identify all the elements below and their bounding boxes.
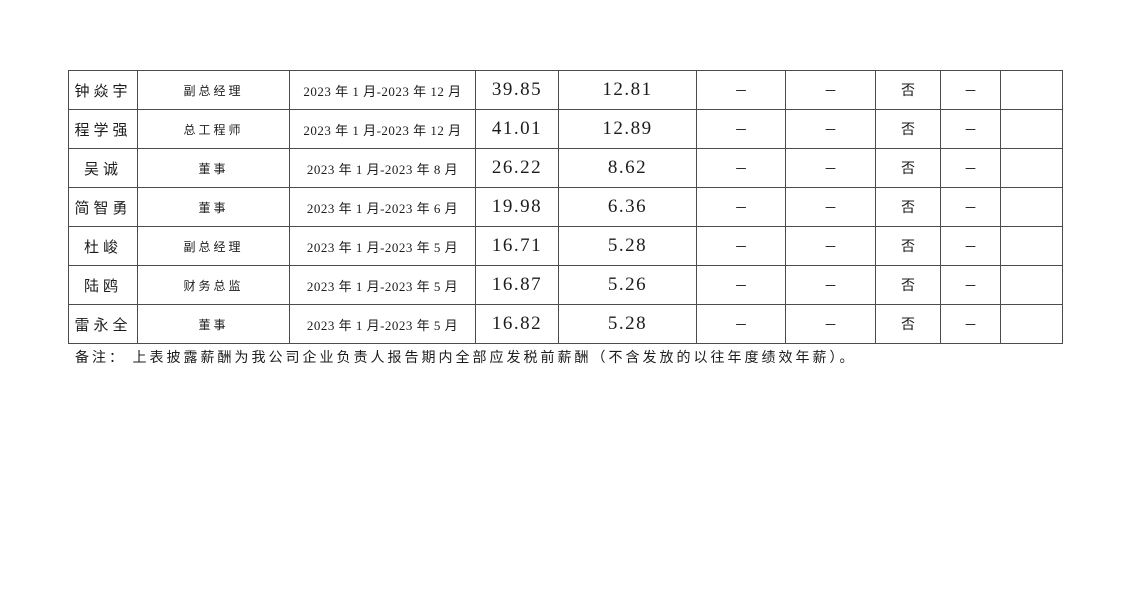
salary-table: 钟焱宇 副总经理 2023 年 1 月-2023 年 12 月 39.85 12.81–… <box>68 70 1063 344</box>
cell-blank <box>1000 187 1063 227</box>
cell-blank <box>1000 70 1063 110</box>
table-row: 陆鸥 财务总监 2023 年 1 月-2023 年 5 月 16.87 5.26– – 否 – <box>68 265 1063 305</box>
cell-dash-1: – <box>696 148 786 188</box>
cell-dash-3: – <box>940 187 1001 227</box>
cell-salary-total: 16.71 <box>475 226 559 266</box>
cell-salary-other: 8.62 <box>558 148 697 188</box>
cell-salary-total: 16.82 <box>475 304 559 344</box>
footnote-text: 备注： 上表披露薪酬为我公司企业负责人报告期内全部应发税前薪酬（不含发放的以往年… <box>75 351 857 366</box>
cell-period: 2023 年 1 月-2023 年 5 月 <box>289 265 476 305</box>
table-row: 吴诚 董事 2023 年 1 月-2023 年 8 月 26.22 8.62– – 否 – <box>68 148 1063 188</box>
cell-position: 董事 <box>137 148 290 188</box>
table-row: 杜峻 副总经理 2023 年 1 月-2023 年 5 月 16.71 5.28– – 否 – <box>68 226 1063 266</box>
cell-name: 杜峻 <box>68 226 138 266</box>
cell-dash-2: – <box>785 265 876 305</box>
cell-name: 陆鸥 <box>68 265 138 305</box>
cell-salary-total: 26.22 <box>475 148 559 188</box>
cell-deferred-flag: 否 <box>875 187 941 227</box>
cell-dash-2: – <box>785 109 876 149</box>
cell-salary-other: 5.28 <box>558 226 697 266</box>
cell-dash-2: – <box>785 70 876 110</box>
cell-dash-3: – <box>940 304 1001 344</box>
cell-salary-total: 41.01 <box>475 109 559 149</box>
cell-dash-1: – <box>696 304 786 344</box>
cell-salary-other: 5.28 <box>558 304 697 344</box>
cell-dash-1: – <box>696 226 786 266</box>
cell-position: 董事 <box>137 304 290 344</box>
cell-name: 钟焱宇 <box>68 70 138 110</box>
cell-period: 2023 年 1 月-2023 年 5 月 <box>289 226 476 266</box>
cell-deferred-flag: 否 <box>875 70 941 110</box>
cell-position: 副总经理 <box>137 226 290 266</box>
table-row: 程学强 总工程师 2023 年 1 月-2023 年 12 月 41.01 12.89–… <box>68 109 1063 149</box>
cell-position: 总工程师 <box>137 109 290 149</box>
cell-dash-3: – <box>940 109 1001 149</box>
cell-blank <box>1000 109 1063 149</box>
cell-position: 财务总监 <box>137 265 290 305</box>
table-row: 雷永全 董事 2023 年 1 月-2023 年 5 月 16.82 5.28– – 否 – <box>68 304 1063 344</box>
cell-name: 程学强 <box>68 109 138 149</box>
cell-dash-2: – <box>785 304 876 344</box>
cell-dash-3: – <box>940 70 1001 110</box>
cell-dash-1: – <box>696 70 786 110</box>
cell-blank <box>1000 265 1063 305</box>
cell-position: 副总经理 <box>137 70 290 110</box>
cell-name: 雷永全 <box>68 304 138 344</box>
cell-salary-other: 12.89 <box>558 109 697 149</box>
cell-dash-1: – <box>696 109 786 149</box>
cell-dash-2: – <box>785 148 876 188</box>
cell-salary-total: 16.87 <box>475 265 559 305</box>
cell-blank <box>1000 304 1063 344</box>
cell-period: 2023 年 1 月-2023 年 5 月 <box>289 304 476 344</box>
cell-dash-2: – <box>785 226 876 266</box>
cell-deferred-flag: 否 <box>875 304 941 344</box>
cell-deferred-flag: 否 <box>875 226 941 266</box>
salary-table-body: 钟焱宇 副总经理 2023 年 1 月-2023 年 12 月 39.85 12.81–… <box>68 70 1063 344</box>
cell-name: 简智勇 <box>68 187 138 227</box>
cell-blank <box>1000 226 1063 266</box>
cell-salary-other: 5.26 <box>558 265 697 305</box>
cell-period: 2023 年 1 月-2023 年 12 月 <box>289 109 476 149</box>
cell-dash-1: – <box>696 187 786 227</box>
cell-dash-1: – <box>696 265 786 305</box>
cell-dash-3: – <box>940 148 1001 188</box>
cell-period: 2023 年 1 月-2023 年 6 月 <box>289 187 476 227</box>
cell-deferred-flag: 否 <box>875 109 941 149</box>
cell-salary-total: 19.98 <box>475 187 559 227</box>
cell-period: 2023 年 1 月-2023 年 12 月 <box>289 70 476 110</box>
cell-deferred-flag: 否 <box>875 265 941 305</box>
cell-salary-other: 12.81 <box>558 70 697 110</box>
cell-blank <box>1000 148 1063 188</box>
cell-dash-2: – <box>785 187 876 227</box>
cell-salary-other: 6.36 <box>558 187 697 227</box>
cell-dash-3: – <box>940 265 1001 305</box>
cell-name: 吴诚 <box>68 148 138 188</box>
table-row: 简智勇 董事 2023 年 1 月-2023 年 6 月 19.98 6.36– – 否 – <box>68 187 1063 227</box>
table-row: 钟焱宇 副总经理 2023 年 1 月-2023 年 12 月 39.85 12.81–… <box>68 70 1063 110</box>
cell-position: 董事 <box>137 187 290 227</box>
cell-salary-total: 39.85 <box>475 70 559 110</box>
cell-dash-3: – <box>940 226 1001 266</box>
cell-period: 2023 年 1 月-2023 年 8 月 <box>289 148 476 188</box>
cell-deferred-flag: 否 <box>875 148 941 188</box>
